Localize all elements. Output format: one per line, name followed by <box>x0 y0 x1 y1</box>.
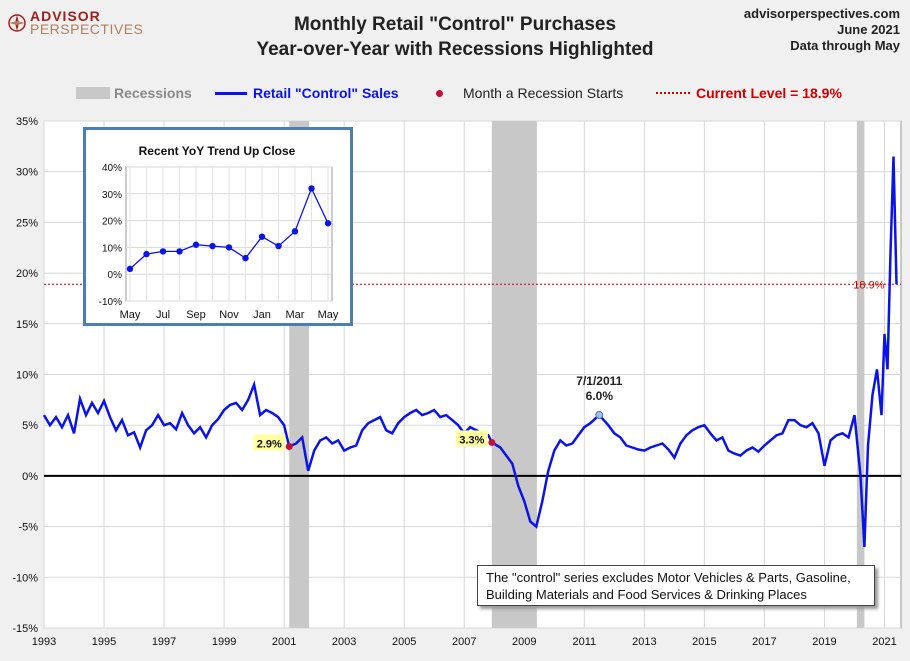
inset-x-tick-label: May <box>318 309 339 321</box>
x-tick-label: 2005 <box>392 636 416 648</box>
inset-x-tick-label: Jul <box>156 309 170 321</box>
inset-x-tick-label: May <box>120 309 141 321</box>
legend-series-swatch <box>215 91 247 95</box>
inset-x-tick-label: Nov <box>219 309 239 321</box>
logo-line2: PERSPECTIVES <box>30 21 144 37</box>
x-tick-label: 1997 <box>152 636 176 648</box>
y-tick-label: -15% <box>12 623 38 635</box>
source-through: Data through May <box>790 38 900 53</box>
legend-current-label: Current Level = 18.9% <box>696 85 842 101</box>
inset-point <box>126 265 134 273</box>
recession-start-label: 3.3% <box>459 434 484 446</box>
y-tick-label: 10% <box>16 370 38 382</box>
y-tick-label: 5% <box>22 420 38 432</box>
inset-y-tick-label: 30% <box>102 190 122 201</box>
recession-start-marker <box>285 442 293 450</box>
recession-start-label-bg <box>253 434 286 451</box>
inset-point <box>242 254 249 262</box>
inset-x-tick-label: Mar <box>286 309 305 321</box>
current-level-label: 18.9% <box>853 279 884 291</box>
legend: Recessions Retail "Control" Sales Month … <box>0 84 910 102</box>
y-tick-label: -10% <box>12 572 38 584</box>
inset-point <box>324 220 332 227</box>
note-box: The "control" series excludes Motor Vehi… <box>477 565 875 606</box>
inset-point <box>225 244 233 251</box>
inset-point <box>258 233 266 240</box>
inset-point <box>143 250 150 258</box>
inset-y-tick-label: 10% <box>102 243 122 254</box>
legend-recessions-label: Recessions <box>114 85 192 101</box>
x-tick-label: 2009 <box>512 636 536 648</box>
y-tick-label: 15% <box>16 319 38 331</box>
recession-start-marker <box>488 438 496 446</box>
recession-band <box>491 121 537 628</box>
y-tick-label: -5% <box>18 522 38 534</box>
y-tick-label: 25% <box>16 217 38 229</box>
x-tick-label: 1995 <box>92 636 116 648</box>
y-tick-label: 0% <box>22 471 38 483</box>
inset-point <box>192 241 200 248</box>
legend-start-label: Month a Recession Starts <box>463 85 624 101</box>
inset-y-tick-label: 0% <box>108 270 123 281</box>
brand-logo: ADVISOR PERSPECTIVES <box>8 8 143 37</box>
compass-icon <box>8 13 26 32</box>
inset-point <box>308 185 315 192</box>
inset-point <box>209 242 216 250</box>
legend-recession-swatch <box>76 87 110 99</box>
source-date: June 2021 <box>837 22 900 37</box>
x-tick-label: 2003 <box>332 636 356 648</box>
legend-recessions: Recessions <box>76 84 192 102</box>
legend-current: Current Level = 18.9% <box>656 84 842 102</box>
inset-x-tick-label: Jan <box>253 309 271 321</box>
inset-y-tick-label: 40% <box>102 163 122 174</box>
legend-recession-start: Month a Recession Starts <box>436 84 623 102</box>
x-tick-label: 2015 <box>692 636 716 648</box>
source-site: advisorperspectives.com <box>743 6 900 21</box>
recession-band <box>856 121 865 628</box>
x-tick-label: 2021 <box>872 636 896 648</box>
x-tick-label: 2001 <box>272 636 296 648</box>
inset-x-tick-label: Sep <box>186 309 206 321</box>
annotation-marker <box>595 411 604 420</box>
inset-point <box>176 248 183 255</box>
x-tick-label: 2011 <box>572 636 596 648</box>
inset-y-tick-label: 20% <box>102 217 122 228</box>
y-tick-label: 30% <box>16 167 38 179</box>
legend-series: Retail "Control" Sales <box>215 84 399 102</box>
recession-start-label: 2.9% <box>257 438 282 450</box>
legend-current-swatch <box>656 92 690 94</box>
annotation-value: 6.0% <box>586 389 614 403</box>
logo-line1: ADVISOR <box>30 8 101 24</box>
x-tick-label: 2019 <box>812 636 836 648</box>
chart-title-line1: Monthly Retail "Control" Purchases <box>293 14 617 35</box>
annotation-date: 7/1/2011 <box>576 374 622 388</box>
recession-start-label-bg <box>455 430 488 447</box>
chart-title-line2: Year-over-Year with Recessions Highlight… <box>256 39 654 60</box>
legend-series-label: Retail "Control" Sales <box>253 85 399 101</box>
inset-title: Recent YoY Trend Up Close <box>139 144 296 158</box>
inset-y-tick-label: -10% <box>99 297 122 308</box>
x-tick-label: 2017 <box>752 636 776 648</box>
inset-chart: Recent YoY Trend Up Close 40% 30% 20% 10% 0%… <box>83 127 353 326</box>
note-line2: Building Materials and Food Services & D… <box>486 587 807 602</box>
x-tick-label: 2007 <box>452 636 476 648</box>
y-tick-label: 35% <box>16 116 38 128</box>
x-tick-label: 1999 <box>212 636 236 648</box>
chart-title: Monthly Retail "Control" Purchases Year-… <box>0 12 910 62</box>
legend-start-dot <box>436 89 443 97</box>
x-tick-label: 2013 <box>632 636 656 648</box>
inset-point <box>275 242 282 250</box>
source-info: advisorperspectives.com June 2021 Data t… <box>744 6 900 54</box>
x-tick-label: 1993 <box>32 636 56 648</box>
inset-point <box>291 228 299 235</box>
note-line1: The "control" series excludes Motor Vehi… <box>486 570 851 585</box>
inset-point <box>159 248 167 255</box>
y-tick-label: 20% <box>16 268 38 280</box>
